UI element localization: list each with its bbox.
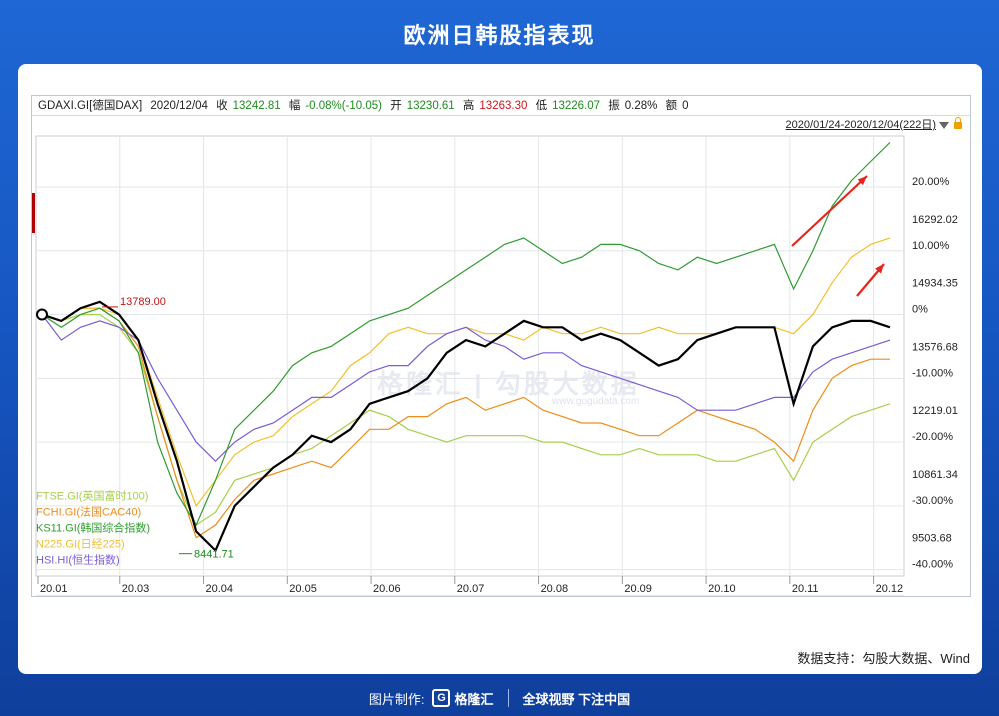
series-line-hsi [41,314,891,463]
series-line-dax [41,300,891,553]
quote-high-label: 高 [462,100,475,112]
y-tick-label-pct: -10.00% [912,367,953,379]
annotation-high: 13789.00 [120,296,166,308]
quote-low-label: 低 [535,100,548,112]
brand-g-icon: G [432,689,451,707]
brand-name: 格隆汇 [454,691,494,707]
annotation-low: 8441.71 [194,549,234,561]
quote-low: 13226.07 [552,100,601,112]
page-title: 欧洲日韩股指表现 [403,23,596,48]
quote-date: 2020/12/04 [150,100,208,112]
quote-open: 13230.61 [406,100,455,112]
y-tick-label-pct: 20.00% [912,176,950,188]
x-tick-label: 20.06 [373,583,401,595]
x-tick-label: 20.12 [876,583,904,595]
arrow-icon-upper [791,175,868,247]
x-tick-label: 20.08 [541,583,569,595]
x-tick-label: 20.01 [40,583,68,595]
y-tick-label-price: 9503.68 [912,533,952,545]
chart-panel: GDAXI.GI[德国DAX] 2020/12/04 收 13242.81 幅 -0… [31,95,971,597]
arrow-icon-lower-head [875,264,884,274]
dropdown-triangle-icon[interactable] [939,121,949,129]
legend-item-n225: N225.GI(日经225) [36,537,125,550]
y-tick-label-pct: -40.00% [912,559,953,571]
quote-change-label: 幅 [288,100,301,112]
y-tick-label-price: 14934.35 [912,278,958,290]
y-tick-label-price: 10861.34 [912,469,958,481]
quote-change: -0.08%(-10.05) [305,100,383,112]
quote-open-label: 开 [390,100,402,112]
series-line-n225 [41,237,891,508]
plot-area[interactable]: 20.00% 10.00% 0% -10.00% -20.00% -30.00% -40.0… [32,96,970,596]
watermark-url: www.gogudata.com [552,396,640,407]
quote-high: 13263.30 [479,100,528,112]
quote-bar: GDAXI.GI[德国DAX] 2020/12/04 收 13242.81 幅 -0… [32,96,970,116]
y-tick-label-pct: 10.00% [912,240,950,252]
legend-item-hsi: HSI.HI(恒生指数) [36,552,120,566]
footer-divider [507,689,509,707]
footer-made-by: 图片制作: [368,691,425,707]
x-tick-label: 20.10 [708,583,736,595]
quote-amp: 0.28% [624,100,658,112]
quote-symbol[interactable]: GDAXI.GI[德国DAX] [38,100,143,112]
y-tick-label-pct: -30.00% [912,495,953,507]
footer-slogan: 全球视野 下注中国 [522,691,631,707]
x-tick-label: 20.05 [289,583,317,595]
red-side-marker [32,193,35,233]
x-tick-label: 20.07 [457,583,485,595]
quote-vol: 0 [682,100,689,112]
x-tick-label: 20.04 [206,583,234,595]
arrow-icon-upper-head [857,176,867,186]
x-tick-label: 20.11 [792,583,819,595]
source-note: 数据支持：勾股大数据、Wind [797,651,970,666]
chart-card: GDAXI.GI[德国DAX] 2020/12/04 收 13242.81 幅 -0… [18,64,982,674]
x-tick-label: 20.09 [624,583,652,595]
quote-close: 13242.81 [232,100,281,112]
plot-frame [35,135,905,577]
series-line-fchi [41,307,890,539]
series-line-ftse [41,314,891,526]
y-tick-label-price: 13576.68 [912,341,958,353]
series-line-ks11 [41,141,891,527]
y-tick-label-pct: 0% [912,304,928,316]
quote-close-label: 收 [216,100,228,112]
legend-item-ftse: FTSE.GI(英国富时100) [36,488,148,502]
quote-amp-label: 振 [608,100,620,112]
legend-item-fchi: FCHI.GI(法国CAC40) [36,504,141,518]
quote-vol-label: 额 [665,100,678,112]
y-tick-label-price: 12219.01 [912,405,958,417]
range-selector[interactable]: 2020/01/24-2020/12/04(222日) [785,116,962,133]
y-tick-label-pct: -20.00% [912,431,953,443]
y-tick-label-price: 16292.02 [912,214,958,226]
brand-logo: G 格隆汇 [432,689,494,708]
x-tick-label: 20.03 [122,583,150,595]
range-text[interactable]: 2020/01/24-2020/12/04(222日) [785,119,936,131]
start-marker [36,308,48,321]
lock-icon[interactable] [954,116,962,129]
footer: 图片制作: G 格隆汇 全球视野 下注中国 [0,684,999,712]
legend-item-ks11: KS11.GI(韩国综合指数) [36,520,150,534]
